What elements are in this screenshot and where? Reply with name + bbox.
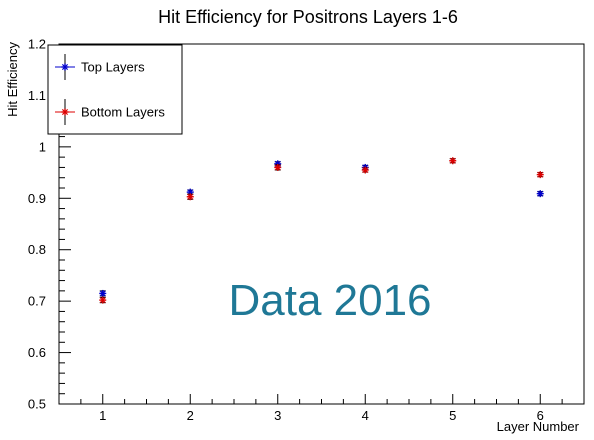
point-marker	[99, 296, 107, 304]
legend-label: Top Layers	[81, 60, 145, 75]
point-marker	[274, 163, 282, 171]
y-axis-ticks: 0.5 0.6 0.7 0.8 0.9 1 1.1 1.2	[28, 37, 71, 412]
series-bottom-layers	[99, 157, 544, 304]
legend-entry: Bottom Layers	[55, 99, 165, 125]
y-tick-label: 0.7	[28, 294, 46, 309]
legend-marker	[61, 108, 69, 116]
legend: Top Layers Bottom Layers	[47, 44, 183, 135]
data-point	[274, 163, 282, 171]
data-point	[536, 171, 544, 179]
x-tick-label: 4	[362, 408, 369, 423]
data-points	[99, 157, 544, 304]
y-tick-label: 1	[39, 139, 46, 154]
point-marker	[361, 166, 369, 174]
x-tick-label: 1	[99, 408, 106, 423]
point-marker	[449, 157, 457, 165]
y-tick-label: 0.9	[28, 191, 46, 206]
y-tick-label: 0.8	[28, 242, 46, 257]
data-point	[186, 193, 194, 201]
data-point	[99, 289, 107, 297]
legend-label: Bottom Layers	[81, 105, 165, 120]
data-point	[536, 190, 544, 198]
x-tick-label: 2	[187, 408, 194, 423]
data-year-annotation: Data 2016	[228, 276, 431, 325]
x-tick-label: 6	[537, 408, 544, 423]
chart-title: Hit Efficiency for Positrons Layers 1-6	[158, 7, 458, 27]
point-marker	[186, 193, 194, 201]
x-axis-title: Layer Number	[497, 419, 580, 434]
x-axis-ticks: 1 2 3 4 5 6	[80, 394, 563, 423]
y-tick-label: 1.1	[28, 88, 46, 103]
point-marker	[99, 289, 107, 297]
point-marker	[536, 171, 544, 179]
legend-entry: Top Layers	[55, 54, 145, 80]
data-point	[99, 296, 107, 304]
y-tick-label: 0.6	[28, 345, 46, 360]
series-top-layers	[99, 160, 544, 297]
x-tick-label: 5	[449, 408, 456, 423]
y-axis-title: Hit Efficiency	[5, 42, 20, 117]
legend-marker	[61, 63, 69, 71]
legend-box	[47, 44, 183, 135]
y-tick-label: 1.2	[28, 37, 46, 52]
y-tick-label: 0.5	[28, 397, 46, 412]
data-point	[449, 157, 457, 165]
data-point	[361, 166, 369, 174]
point-marker	[536, 190, 544, 198]
x-tick-label: 3	[274, 408, 281, 423]
